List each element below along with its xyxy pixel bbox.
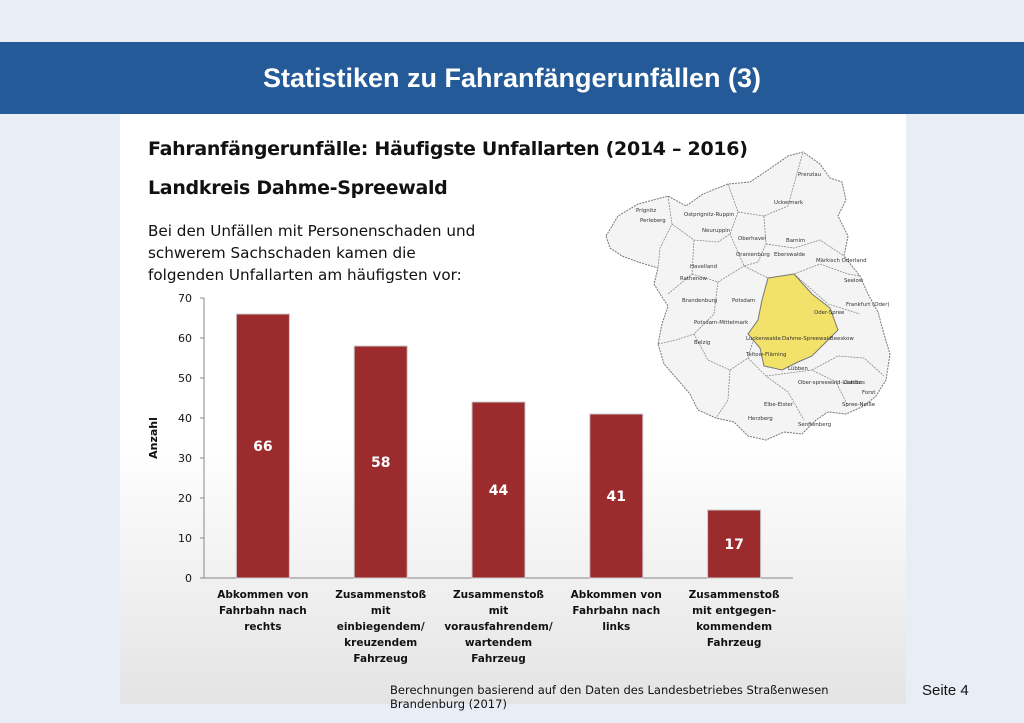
y-tick-label: 0 xyxy=(185,572,192,585)
x-tick-label-line: kreuzendem xyxy=(344,637,417,649)
y-tick-label: 60 xyxy=(178,332,192,345)
title-banner: Statistiken zu Fahranfängerunfällen (3) xyxy=(0,42,1024,114)
x-tick-label-line: einbiegendem/ xyxy=(337,621,425,633)
map-label-barnim: Barnim xyxy=(786,238,805,244)
x-tick-label-line: wartendem xyxy=(465,637,532,649)
y-tick-label: 70 xyxy=(178,292,192,305)
map-label-frankfurt-oder: Frankfurt (Oder) xyxy=(846,302,890,308)
map-label-dahme-spreewald: Dahme-Spreewald xyxy=(782,336,832,342)
map-label-elbe-elster: Elbe-Elster xyxy=(764,402,794,408)
map-label-forst: Forst xyxy=(862,390,875,396)
source-note: Berechnungen basierend auf den Daten des… xyxy=(390,683,829,711)
map-label-ostprignitz-ruppin: Ostprignitz-Ruppin xyxy=(684,212,734,218)
x-tick-label-line: links xyxy=(602,621,630,633)
bar xyxy=(235,313,290,579)
map-label-brandenburg: Brandenburg xyxy=(682,298,717,304)
map-label-oberspreewald-lausitz: Ober-spreewald-Lausitz xyxy=(798,380,861,386)
map-label-oranienburg: Oranienburg xyxy=(736,252,770,258)
map-outline xyxy=(605,151,891,441)
y-tick-label: 20 xyxy=(178,492,192,505)
map-label-seelow: Seelow xyxy=(844,278,864,284)
y-axis-label: Anzahl xyxy=(147,417,160,459)
map-label-herzberg: Herzberg xyxy=(748,416,773,422)
x-tick-label: Abkommen von Fahrbahn nach links xyxy=(571,589,662,633)
x-tick-label-line: vorausfahrendem/ xyxy=(444,621,553,633)
x-tick-label-line: Fahrbahn nach xyxy=(572,605,660,617)
x-tick-label-line: mit xyxy=(371,605,391,617)
y-tick-label: 30 xyxy=(178,452,192,465)
x-tick-label-line: Zusammenstoß xyxy=(453,589,544,601)
map-label-rathenow: Rathenow xyxy=(680,276,707,282)
x-tick-label-line: Zusammenstoß xyxy=(335,589,426,601)
bar xyxy=(589,413,644,579)
map-label-luebben: Lübben xyxy=(788,366,808,372)
bar xyxy=(353,345,408,579)
bar-data-label: 58 xyxy=(371,455,390,471)
map-label-beeskow: Beeskow xyxy=(830,336,854,342)
bar-data-label: 41 xyxy=(607,489,626,505)
x-tick-label-line: Fahrzeug xyxy=(471,653,526,665)
y-tick-label: 10 xyxy=(178,532,192,545)
map-label-senftenberg: Senftenberg xyxy=(798,422,831,428)
y-tick-label: 50 xyxy=(178,372,192,385)
chart-heading: Fahranfängerunfälle: Häufigste Unfallart… xyxy=(148,138,748,160)
map-label-potsdam: Potsdam xyxy=(732,298,755,304)
slide-title: Statistiken zu Fahranfängerunfällen (3) xyxy=(262,62,762,93)
bar-data-label: 44 xyxy=(489,483,509,499)
content-panel: Fahranfängerunfälle: Häufigste Unfallart… xyxy=(120,114,906,711)
map-label-spree-neisse: Spree-Neiße xyxy=(842,402,876,408)
x-tick-label: Zusammenstoß mit entgegen-kommendem Fahrze… xyxy=(689,589,780,649)
y-tick-label: 40 xyxy=(178,412,192,425)
dahme-spreewald-region xyxy=(747,273,839,371)
page-number: Seite 4 xyxy=(922,682,969,699)
x-tick-label-line: mit entgegen- xyxy=(692,605,776,617)
bar xyxy=(707,509,762,579)
x-tick-label-line: rechts xyxy=(244,621,281,633)
map-label-eberswalde: Eberswalde xyxy=(774,252,806,258)
map-label-oder-spree: Oder-Spree xyxy=(814,310,845,316)
map-label-uckermark: Uckermark xyxy=(774,200,804,206)
map-label-havelland: Havelland xyxy=(690,264,717,270)
x-tick-label-line: Zusammenstoß xyxy=(689,589,780,601)
x-tick-label-line: Fahrzeug xyxy=(353,653,408,665)
map-label-potsdam-mittelmark: Potsdam-Mittelmark xyxy=(694,320,749,326)
intro-text: Bei den Unfällen mit Personenschaden und… xyxy=(148,222,476,284)
map-label-prignitz: Prignitz xyxy=(636,208,656,214)
map-label-cottbus: Cottbus xyxy=(844,380,865,386)
x-tick-label-line: Abkommen von xyxy=(571,589,662,601)
brandenburg-map: Prenzlau Prignitz Perleberg Ostprignitz-… xyxy=(605,151,891,441)
map-label-luckenwalde: Luckenwalde xyxy=(746,336,782,342)
x-tick-label: Zusammenstoß mit einbiegendem/kreuzendem Fa… xyxy=(335,589,426,665)
map-label-oberhavel: Oberhavel xyxy=(738,236,766,242)
bar-data-label: 66 xyxy=(253,439,272,455)
map-label-teltow-flaeming: Teltow-Fläming xyxy=(745,352,786,358)
x-tick-label-line: mit xyxy=(489,605,509,617)
bar-chart: 0 10 20 30 40 50 60 70 Anzahl 66 Abkommen von Fahrb… xyxy=(147,292,793,665)
x-tick-label-line: kommendem xyxy=(696,621,772,633)
map-label-maerkisch-oderland: Märkisch Oderland xyxy=(816,258,867,264)
bar-data-label: 17 xyxy=(724,537,743,553)
map-label-prenzlau: Prenzlau xyxy=(798,172,821,178)
chart-subheading: Landkreis Dahme-Spreewald xyxy=(148,177,448,199)
map-label-neuruppin: Neuruppin xyxy=(702,228,730,234)
x-tick-label-line: Fahrbahn nach xyxy=(219,605,307,617)
x-tick-label: Abkommen von Fahrbahn nach rechts xyxy=(217,589,308,633)
map-label-perleberg: Perleberg xyxy=(640,218,666,224)
bar xyxy=(471,401,526,579)
x-tick-label: Zusammenstoß mit vorausfahrendem/wartendem… xyxy=(444,589,553,665)
map-label-belzig: Belzig xyxy=(694,340,710,346)
x-tick-label-line: Fahrzeug xyxy=(707,637,762,649)
x-tick-label-line: Abkommen von xyxy=(217,589,308,601)
